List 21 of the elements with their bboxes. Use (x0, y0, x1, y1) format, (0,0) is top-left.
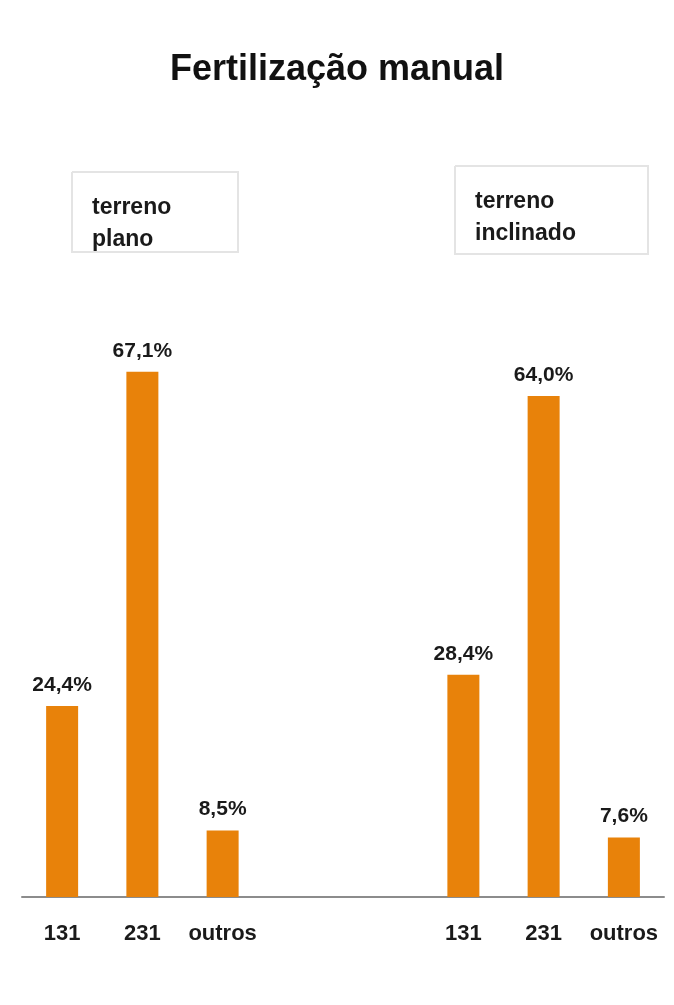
bar (206, 830, 239, 897)
x-tick-label: 231 (525, 919, 562, 945)
data-label: 67,1% (112, 337, 173, 361)
x-tick-label: 131 (445, 919, 482, 945)
bar (527, 395, 560, 897)
bar (46, 705, 79, 897)
data-label: 7,6% (599, 803, 649, 827)
data-label: 24,4% (32, 671, 93, 695)
x-tick-label: 231 (124, 919, 161, 945)
data-label: 64,0% (513, 361, 574, 385)
x-tick-label: 131 (43, 919, 81, 945)
x-tick-label: outros (589, 919, 659, 945)
bar (447, 674, 480, 897)
text: terreno plano (92, 193, 172, 251)
x-tick-label: outros (188, 919, 257, 945)
bar (607, 837, 640, 897)
bar (126, 371, 159, 897)
data-label: 28,4% (433, 640, 494, 664)
text: terreno inclinado (475, 187, 576, 245)
chart-title: Fertilização manual (169, 46, 505, 88)
data-label: 8,5% (198, 796, 247, 820)
